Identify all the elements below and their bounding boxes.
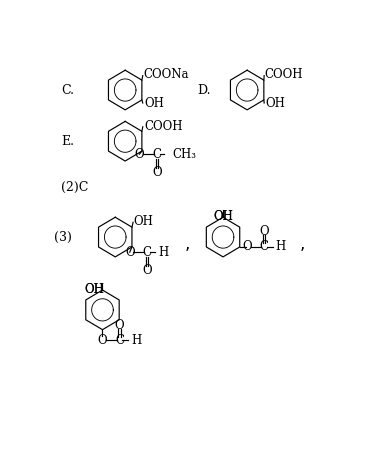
Text: O: O bbox=[115, 319, 124, 332]
Text: O: O bbox=[243, 241, 253, 254]
Text: OH: OH bbox=[84, 283, 104, 296]
Text: O: O bbox=[98, 334, 107, 347]
Text: E.: E. bbox=[61, 135, 74, 148]
Text: D.: D. bbox=[198, 83, 211, 96]
Text: COOH: COOH bbox=[265, 68, 303, 81]
Text: C: C bbox=[115, 334, 124, 347]
Text: O: O bbox=[259, 225, 269, 238]
Text: OH: OH bbox=[145, 96, 164, 110]
Text: OH: OH bbox=[84, 283, 104, 296]
Text: ,: , bbox=[300, 234, 305, 253]
Text: OH: OH bbox=[134, 215, 154, 228]
Text: CH₃: CH₃ bbox=[172, 148, 197, 161]
Text: OH: OH bbox=[266, 96, 285, 110]
Text: (3): (3) bbox=[54, 231, 72, 243]
Text: C: C bbox=[153, 148, 161, 161]
Text: (2)C: (2)C bbox=[61, 181, 89, 194]
Text: O: O bbox=[125, 246, 135, 259]
Text: O: O bbox=[135, 148, 144, 161]
Text: COOH: COOH bbox=[144, 119, 183, 132]
Text: OH: OH bbox=[213, 211, 233, 223]
Text: C: C bbox=[142, 246, 151, 259]
Text: O: O bbox=[142, 263, 152, 277]
Text: C.: C. bbox=[61, 83, 74, 96]
Text: COONa: COONa bbox=[143, 68, 189, 81]
Text: H: H bbox=[158, 246, 168, 259]
Text: ,: , bbox=[185, 234, 190, 253]
Text: C: C bbox=[259, 241, 269, 254]
Text: H: H bbox=[131, 334, 141, 347]
Text: H: H bbox=[276, 241, 286, 254]
Text: O: O bbox=[152, 166, 162, 179]
Text: OH: OH bbox=[213, 211, 233, 223]
